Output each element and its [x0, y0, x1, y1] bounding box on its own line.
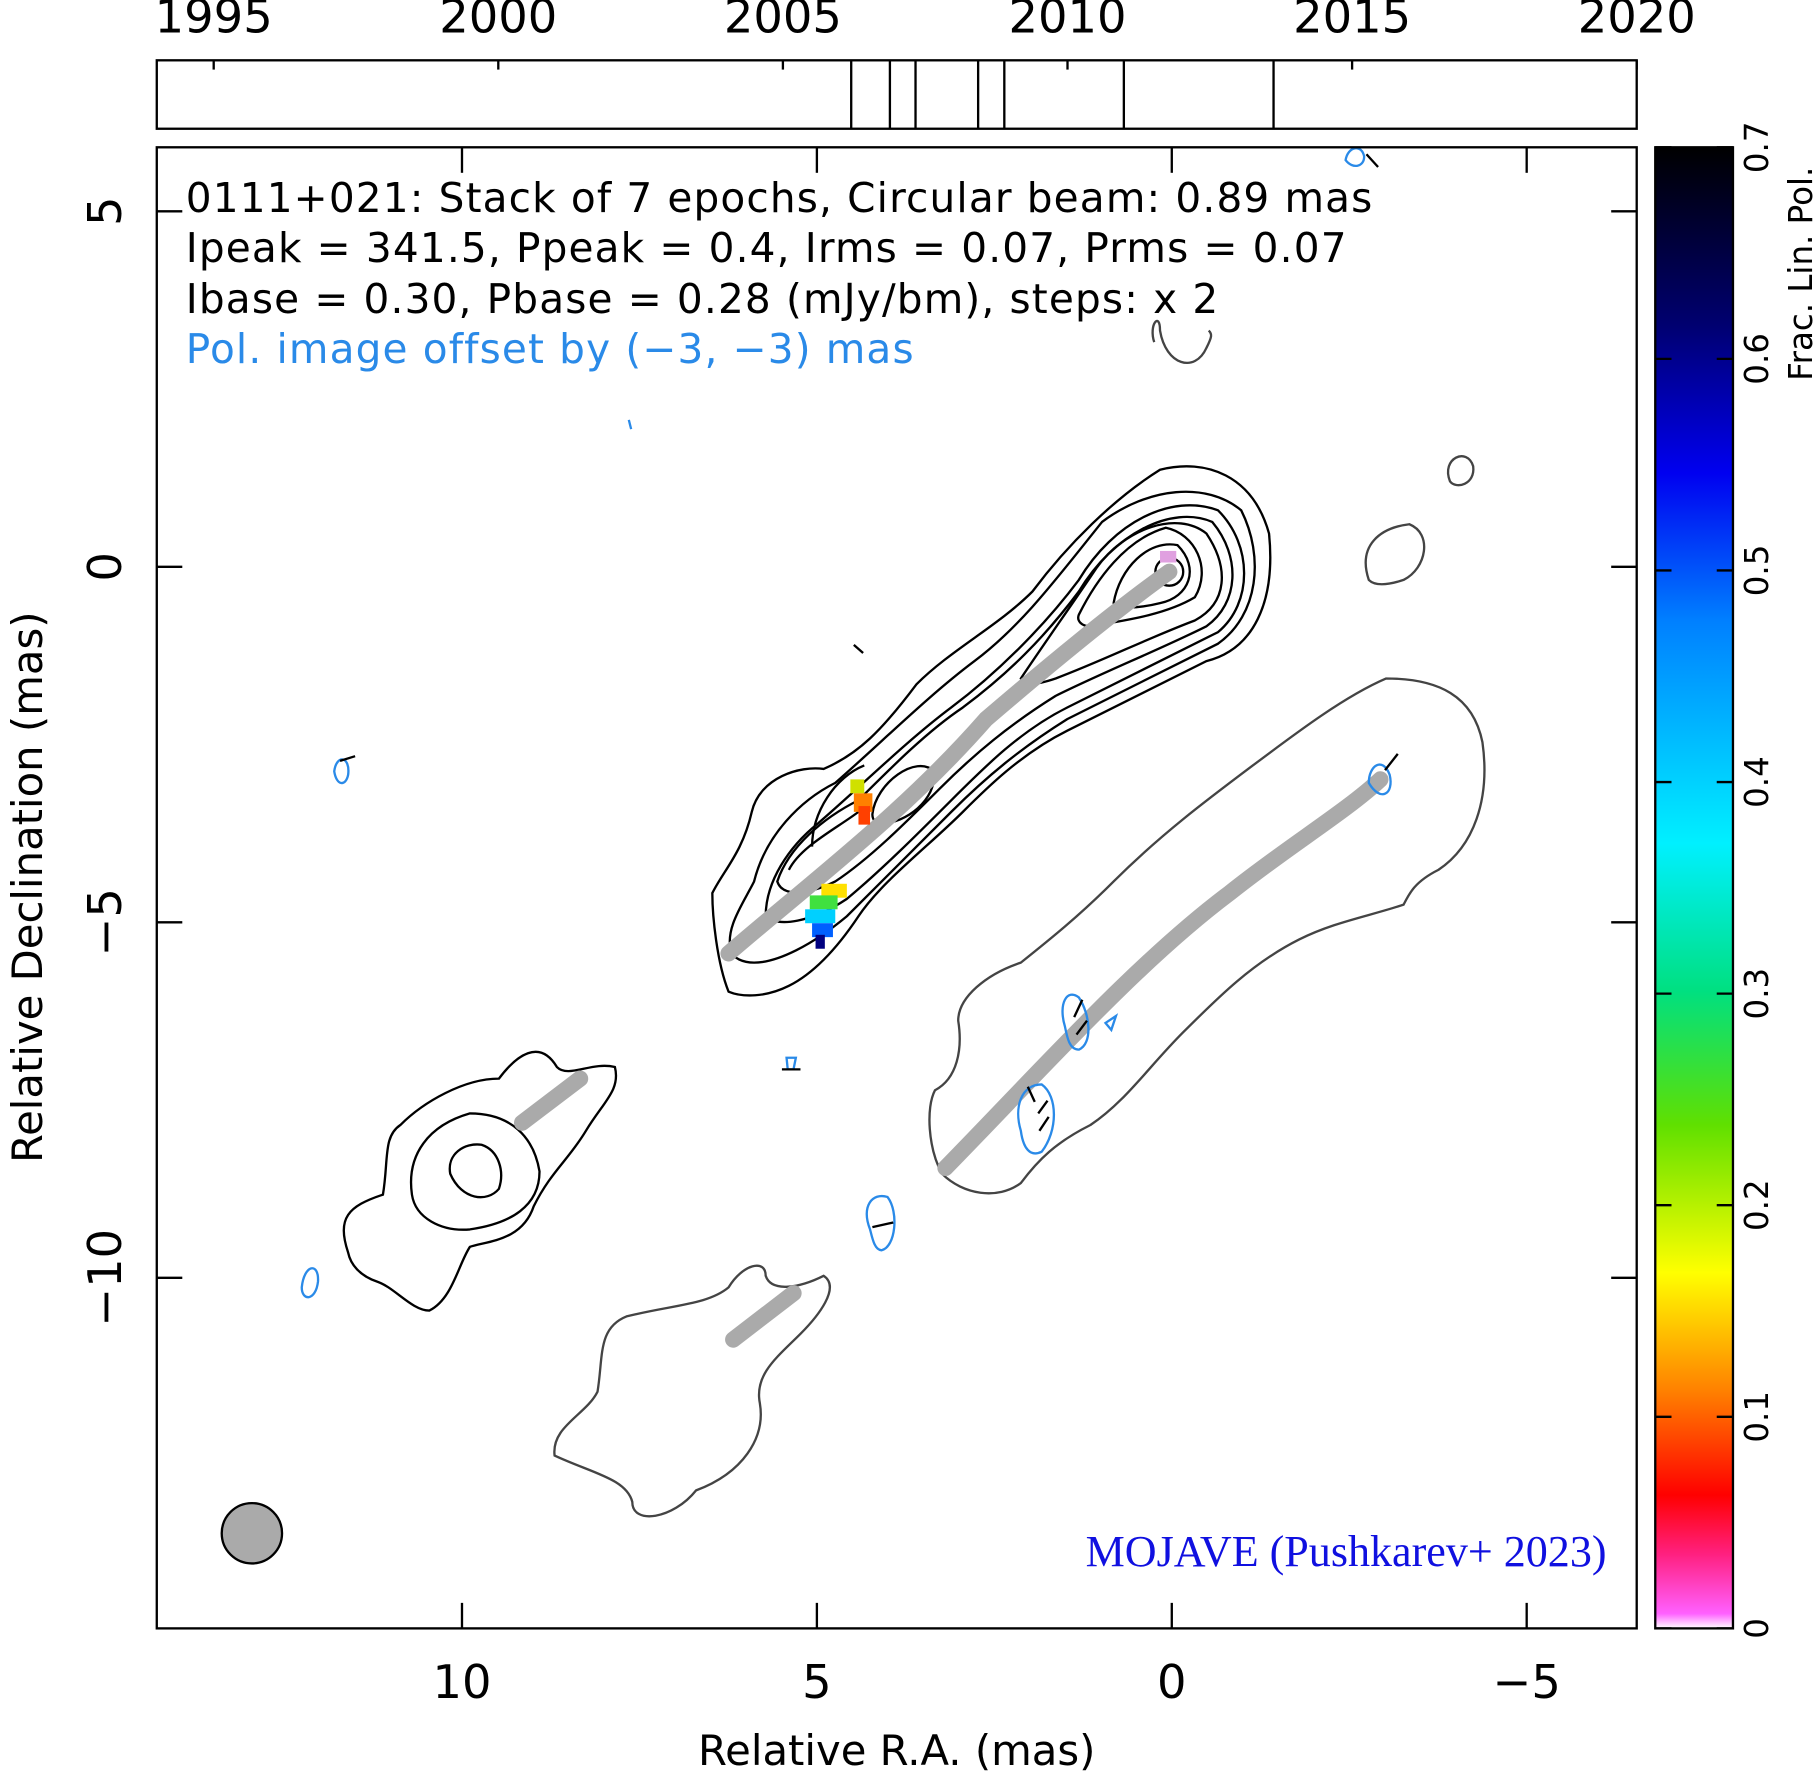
x-tick-label: 0 [1157, 1655, 1187, 1709]
credit: MOJAVE (Pushkarev+ 2023) [1086, 1527, 1607, 1576]
x-tick-label: −5 [1492, 1655, 1560, 1709]
colorbar [1654, 146, 1735, 1630]
colorbar-tick-label: 0 [1738, 1618, 1776, 1639]
annotation: Ipeak = 341.5, Ppeak = 0.4, Irms = 0.07,… [186, 224, 1348, 272]
timeline-tick-label: 2005 [724, 0, 842, 43]
timeline-tick-label: 2020 [1578, 0, 1696, 43]
y-tick-label: 0 [78, 552, 132, 582]
colorbar-tick-label: 0.2 [1738, 1179, 1776, 1231]
map-title: 0111+021: Stack of 7 epochs, Circular be… [186, 174, 1374, 222]
colorbar-label: Frac. Lin. Pol. [1782, 167, 1819, 381]
y-tick-label: 5 [78, 197, 132, 227]
map-frame [155, 146, 1638, 1630]
beam [220, 1501, 284, 1565]
timeline-tick-label: 2000 [439, 0, 557, 43]
annotation: Ibase = 0.30, Pbase = 0.28 (mJy/bm), ste… [186, 275, 1220, 323]
timeline-box [155, 59, 1638, 130]
colorbar-tick-label: 0.4 [1738, 756, 1776, 808]
x-tick-label: 10 [432, 1655, 491, 1709]
timeline-tick-label: 2010 [1008, 0, 1126, 43]
colorbar-tick-label: 0.1 [1738, 1391, 1776, 1443]
timeline-tick-label: 1995 [155, 0, 273, 43]
x-axis-label: Relative R.A. (mas) [698, 1726, 1095, 1775]
annotation: Pol. image offset by (−3, −3) mas [186, 325, 915, 373]
y-tick-label: −10 [78, 1229, 132, 1327]
colorbar-tick-label: 0.7 [1738, 121, 1776, 173]
y-tick-label: −5 [78, 888, 132, 956]
colorbar-tick-label: 0.3 [1738, 968, 1776, 1020]
colorbar-tick-label: 0.5 [1738, 545, 1776, 597]
map-image [220, 147, 1486, 1565]
x-tick-label: 5 [802, 1655, 832, 1709]
colorbar-tick-label: 0.6 [1738, 333, 1776, 385]
y-axis-label: Relative Declination (mas) [3, 612, 52, 1163]
timeline-tick-label: 2015 [1293, 0, 1411, 43]
